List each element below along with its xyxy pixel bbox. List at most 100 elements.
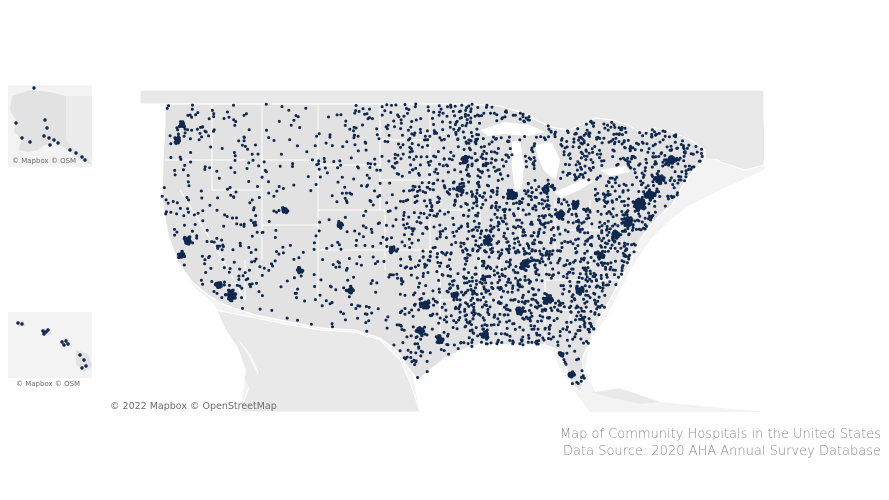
hospital-dot[interactable] bbox=[470, 276, 474, 280]
hospital-dot[interactable] bbox=[529, 256, 533, 260]
hospital-dot[interactable] bbox=[521, 335, 525, 339]
hospital-dot[interactable] bbox=[595, 137, 599, 141]
hospital-dot[interactable] bbox=[464, 324, 468, 328]
hospital-dot[interactable] bbox=[375, 133, 379, 137]
hospital-dot[interactable] bbox=[587, 151, 591, 155]
hospital-dot[interactable] bbox=[267, 220, 271, 223]
hospital-dot[interactable] bbox=[574, 131, 578, 135]
hospital-dot[interactable] bbox=[543, 138, 547, 142]
hospital-dot[interactable] bbox=[256, 152, 260, 156]
hospital-dot[interactable] bbox=[363, 112, 367, 116]
hospital-dot[interactable] bbox=[482, 145, 486, 148]
hospital-dot[interactable] bbox=[256, 185, 259, 188]
hospital-dot[interactable] bbox=[45, 126, 49, 130]
hospital-dot[interactable] bbox=[410, 149, 414, 153]
hospital-dot[interactable] bbox=[489, 161, 493, 165]
hospital-dot[interactable] bbox=[317, 132, 321, 136]
hospital-dot[interactable] bbox=[421, 255, 425, 259]
hospital-dot[interactable] bbox=[470, 156, 474, 160]
hospital-dot[interactable] bbox=[623, 145, 627, 149]
hospital-dot[interactable] bbox=[459, 186, 463, 190]
hospital-dot[interactable] bbox=[252, 223, 256, 227]
hospital-dot[interactable] bbox=[608, 267, 612, 271]
hospital-dot[interactable] bbox=[654, 177, 658, 181]
hospital-dot[interactable] bbox=[468, 148, 472, 152]
hospital-dot[interactable] bbox=[249, 251, 253, 254]
hospital-dot[interactable] bbox=[620, 142, 624, 146]
hospital-dot[interactable] bbox=[442, 137, 446, 141]
hospital-dot[interactable] bbox=[367, 319, 371, 323]
hospital-dot[interactable] bbox=[218, 244, 222, 248]
hospital-dot[interactable] bbox=[399, 127, 403, 131]
hospital-dot[interactable] bbox=[420, 181, 424, 185]
hospital-dot[interactable] bbox=[558, 303, 562, 307]
hospital-dot[interactable] bbox=[488, 275, 492, 279]
hospital-dot[interactable] bbox=[384, 223, 388, 227]
hospital-dot[interactable] bbox=[652, 184, 655, 187]
hospital-dot[interactable] bbox=[547, 207, 551, 211]
hospital-dot[interactable] bbox=[598, 136, 602, 140]
hospital-dot[interactable] bbox=[186, 174, 190, 177]
hospital-dot[interactable] bbox=[428, 351, 432, 355]
hospital-dot[interactable] bbox=[478, 194, 482, 198]
hospital-dot[interactable] bbox=[177, 136, 181, 140]
hospital-dot[interactable] bbox=[468, 138, 472, 142]
hospital-dot[interactable] bbox=[530, 314, 534, 318]
hospital-dot[interactable] bbox=[635, 218, 639, 222]
hospital-dot[interactable] bbox=[687, 164, 691, 168]
hospital-dot[interactable] bbox=[504, 153, 508, 157]
hospital-dot[interactable] bbox=[506, 174, 510, 178]
hospital-dot[interactable] bbox=[643, 216, 647, 220]
hospital-dot[interactable] bbox=[406, 348, 410, 352]
hospital-dot[interactable] bbox=[343, 196, 347, 200]
hospital-dot[interactable] bbox=[356, 149, 360, 153]
hospital-dot[interactable] bbox=[212, 129, 215, 133]
hospital-dot[interactable] bbox=[320, 304, 324, 308]
hospital-dot[interactable] bbox=[620, 217, 624, 221]
hospital-dot[interactable] bbox=[492, 111, 496, 115]
hospital-dot[interactable] bbox=[464, 124, 468, 128]
hospital-dot[interactable] bbox=[404, 357, 407, 361]
hospital-dot[interactable] bbox=[508, 334, 512, 338]
hospital-dot[interactable] bbox=[582, 154, 586, 158]
hospital-dot[interactable] bbox=[565, 276, 569, 280]
hospital-dot[interactable] bbox=[353, 143, 357, 147]
hospital-dot[interactable] bbox=[324, 299, 328, 303]
hospital-dot[interactable] bbox=[653, 210, 657, 214]
hospital-dot[interactable] bbox=[228, 267, 232, 271]
hospital-dot[interactable] bbox=[647, 217, 650, 221]
hospital-dot[interactable] bbox=[361, 235, 365, 239]
hospital-dot[interactable] bbox=[542, 231, 546, 235]
hospital-dot[interactable] bbox=[199, 278, 203, 282]
hospital-dot[interactable] bbox=[600, 141, 604, 145]
hospital-dot[interactable] bbox=[463, 314, 467, 318]
hospital-dot[interactable] bbox=[417, 308, 421, 312]
hospital-dot[interactable] bbox=[453, 199, 457, 203]
hospital-dot[interactable] bbox=[462, 341, 466, 345]
hospital-dot[interactable] bbox=[632, 154, 635, 158]
hospital-dot[interactable] bbox=[622, 156, 625, 160]
hospital-dot[interactable] bbox=[613, 189, 617, 193]
hospital-dot[interactable] bbox=[438, 197, 441, 200]
hospital-dot[interactable] bbox=[318, 175, 322, 179]
hospital-dot[interactable] bbox=[474, 326, 478, 330]
hospital-dot[interactable] bbox=[542, 222, 546, 226]
hospital-dot[interactable] bbox=[481, 316, 485, 320]
hospital-dot[interactable] bbox=[529, 303, 533, 307]
hospital-dot[interactable] bbox=[543, 214, 547, 218]
hospital-dot[interactable] bbox=[207, 134, 210, 138]
hospital-dot[interactable] bbox=[480, 292, 484, 296]
hospital-dot[interactable] bbox=[301, 250, 305, 254]
hospital-dot[interactable] bbox=[611, 200, 614, 204]
hospital-dot[interactable] bbox=[407, 225, 411, 229]
hospital-dot[interactable] bbox=[317, 159, 321, 163]
hospital-dot[interactable] bbox=[511, 284, 515, 288]
hospital-dot[interactable] bbox=[517, 240, 521, 244]
hospital-dot[interactable] bbox=[378, 181, 382, 185]
hospital-dot[interactable] bbox=[523, 154, 527, 158]
hospital-dot[interactable] bbox=[684, 169, 688, 173]
hospital-dot[interactable] bbox=[601, 192, 605, 196]
hospital-dot[interactable] bbox=[482, 318, 486, 322]
hospital-dot[interactable] bbox=[385, 201, 389, 205]
hospital-dot[interactable] bbox=[429, 201, 432, 205]
